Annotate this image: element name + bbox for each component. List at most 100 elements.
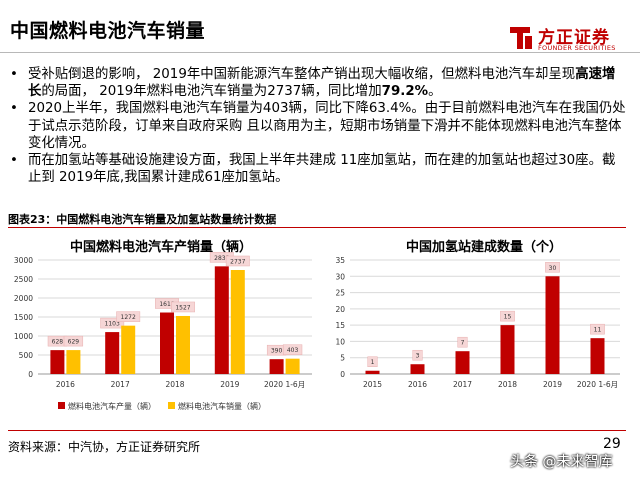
x-tick-label: 2016	[56, 380, 75, 389]
x-tick-label: 2017	[453, 380, 472, 389]
x-tick-label: 2019	[220, 380, 239, 389]
x-tick-label: 2018	[498, 380, 517, 389]
data-label: 1527	[175, 304, 190, 311]
bar	[269, 359, 284, 374]
y-tick-label: 20	[335, 305, 345, 314]
bullet-emphasis: 高速增长	[28, 67, 616, 100]
x-tick-label: 2020 1-6月	[577, 380, 618, 389]
data-label-box	[367, 356, 378, 367]
y-tick-label: 5	[340, 354, 345, 363]
x-tick-label: 2017	[111, 380, 130, 389]
data-label-box	[100, 317, 125, 329]
data-label: 15	[504, 314, 512, 321]
bullet-text: 。	[428, 84, 442, 100]
x-tick-label: 2016	[408, 380, 427, 389]
page-title: 中国燃料电池汽车销量	[10, 20, 206, 42]
bar	[121, 325, 136, 374]
y-tick-label: 0	[340, 370, 345, 379]
bullet-item: 2020上半年，我国燃料电池汽车销量为403辆，同比下降63.4%。由于目前燃料…	[8, 100, 628, 152]
data-label: 11	[594, 327, 602, 334]
legend-swatch	[58, 402, 65, 409]
y-tick-label: 25	[335, 289, 345, 298]
bullet-text: 的局面， 2019年燃料电池汽车销量为2737辆，同比增加	[41, 84, 382, 100]
data-label: 1	[371, 359, 375, 366]
hydrogen-station-chart: 0 5 10 15 20 25 30 35 2015 1 2016 3 2017 7 2018 15 2019 3…	[335, 256, 620, 389]
data-label-box	[171, 301, 195, 313]
bar	[105, 332, 120, 374]
figure-divider	[8, 227, 626, 228]
y-tick-label: 0	[28, 370, 33, 379]
data-label: 7	[461, 340, 465, 347]
data-label: 30	[549, 265, 557, 272]
data-label: 1103	[105, 321, 120, 328]
y-tick-label: 2000	[14, 294, 33, 303]
data-label: 1618	[159, 301, 174, 308]
bar	[455, 351, 470, 374]
data-label-box	[500, 310, 515, 322]
y-tick-label: 15	[335, 321, 345, 330]
y-tick-label: 2500	[14, 275, 33, 284]
data-label: 2833	[214, 255, 229, 262]
bar	[545, 276, 560, 374]
logo-name: 方正证券	[538, 28, 610, 48]
title-divider	[0, 52, 640, 53]
data-label-box	[282, 344, 303, 355]
y-tick-label: 500	[19, 351, 34, 360]
chart-title-vehicles: 中国燃料电池汽车产销量（辆）	[70, 240, 253, 255]
page-number: 29	[603, 436, 621, 452]
bullet-item: 而在加氢站等基础设施建设方面，我国上半年共建成 11座加氢站，而在建的加氢站也超…	[8, 152, 628, 186]
y-tick-label: 1000	[14, 332, 33, 341]
data-label: 628	[52, 339, 64, 346]
bar	[500, 325, 515, 374]
founder-securities-logo: 方正证券 FOUNDER SECURITIES	[508, 24, 633, 54]
logo-mark-icon	[510, 27, 532, 49]
bullet-emphasis: 79.2%	[381, 84, 429, 100]
source-note: 资料来源：中汽协，方正证券研究所	[8, 440, 201, 454]
legend-label: 燃料电池汽车产量（辆）	[68, 401, 156, 411]
y-tick-label: 10	[335, 337, 345, 346]
data-label-box	[412, 349, 423, 361]
bar	[214, 266, 229, 374]
y-tick-label: 30	[335, 272, 345, 281]
x-tick-label: 2015	[363, 380, 382, 389]
data-label: 1272	[121, 314, 136, 321]
data-label: 403	[287, 347, 299, 354]
x-tick-label: 2019	[543, 380, 562, 389]
bullet-text: 而在加氢站等基础设施建设方面，我国上半年共建成 11座加氢站，而在建的加氢站也超…	[28, 153, 616, 186]
bar	[285, 358, 300, 374]
data-label-box	[63, 335, 84, 347]
watermark: 头条 @未来智库	[510, 454, 613, 470]
y-tick-label: 35	[335, 256, 345, 265]
bullet-item: 受补贴倒退的影响， 2019年中国新能源汽车整体产销出现大幅收缩，但燃料电池汽车…	[8, 66, 628, 100]
bar	[365, 370, 380, 374]
x-tick-label: 2018	[165, 380, 184, 389]
data-label-box	[545, 262, 560, 273]
data-label: 390	[271, 348, 283, 355]
y-tick-label: 3000	[14, 256, 33, 265]
bar	[230, 269, 245, 374]
data-label-box	[116, 311, 141, 322]
bar	[66, 350, 81, 374]
data-label-box	[457, 336, 468, 348]
fcv-sales-chart: 0 500 1000 1500 2000 2500 3000 2016 628 629 2017 11…	[14, 252, 312, 411]
bullet-list: 受补贴倒退的影响， 2019年中国新能源汽车整体产销出现大幅收缩，但燃料电池汽车…	[8, 66, 628, 186]
figure-title: 图表23：中国燃料电池汽车销量及加氢站数量统计数据	[8, 213, 277, 226]
bar	[590, 338, 605, 374]
bar	[410, 364, 425, 374]
source-divider	[8, 430, 626, 431]
data-label: 3	[416, 353, 420, 360]
bar	[176, 315, 190, 374]
x-tick-label: 2020 1-6月	[264, 380, 305, 389]
data-label: 629	[68, 339, 80, 346]
bar	[50, 350, 65, 374]
y-tick-label: 1500	[14, 313, 33, 322]
data-label: 2737	[230, 258, 245, 265]
legend-label: 燃料电池汽车销量（辆）	[178, 401, 266, 411]
data-label-box	[225, 255, 250, 267]
legend-swatch	[168, 402, 175, 409]
bar	[160, 312, 174, 374]
data-label-box	[590, 323, 605, 335]
bullet-text: 2020上半年，我国燃料电池汽车销量为403辆，同比下降63.4%。由于目前燃料…	[28, 101, 626, 151]
chart-title-stations: 中国加氢站建成数量（个）	[406, 240, 563, 255]
bullet-text: 受补贴倒退的影响， 2019年中国新能源汽车整体产销出现大幅收缩，但燃料电池汽车…	[28, 67, 576, 82]
